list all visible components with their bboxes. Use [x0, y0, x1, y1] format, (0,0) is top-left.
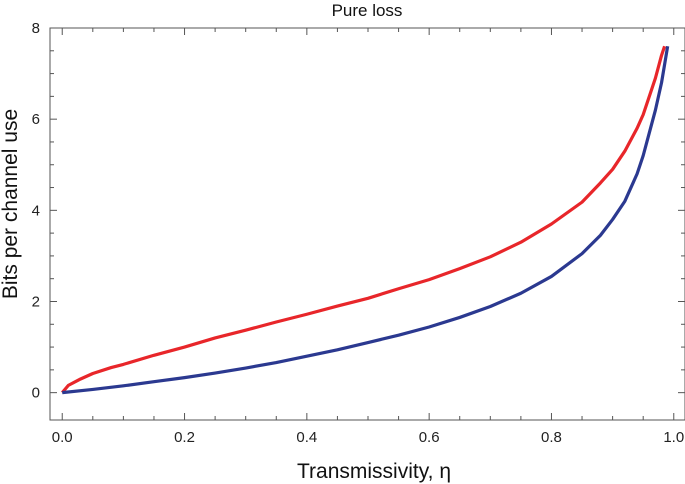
chart-title: Pure loss	[332, 1, 403, 20]
y-tick-label: 6	[32, 111, 40, 128]
x-tick-label: 0.2	[174, 429, 195, 446]
x-tick-label: 0.0	[52, 429, 73, 446]
x-tick-label: 0.6	[419, 429, 440, 446]
x-axis-label: Transmissivity, η	[297, 460, 451, 483]
x-tick-label: 1.0	[663, 429, 684, 446]
y-tick-label: 8	[32, 20, 40, 37]
y-tick-label: 2	[32, 293, 40, 310]
series-layer	[61, 45, 670, 395]
y-axis-label: Bits per channel use	[0, 109, 22, 299]
axis-ticks: 0.0 0.2 0.4 0.6 0.8 1.0 0 2 4 6 8	[32, 20, 685, 446]
plot-frame	[49, 27, 685, 421]
series-line-2	[62, 45, 670, 395]
x-tick-label: 0.8	[541, 429, 562, 446]
x-tick-label: 0.4	[296, 429, 317, 446]
series-line-1	[61, 45, 667, 394]
y-tick-label: 4	[32, 202, 40, 219]
y-tick-label: 0	[32, 385, 40, 402]
